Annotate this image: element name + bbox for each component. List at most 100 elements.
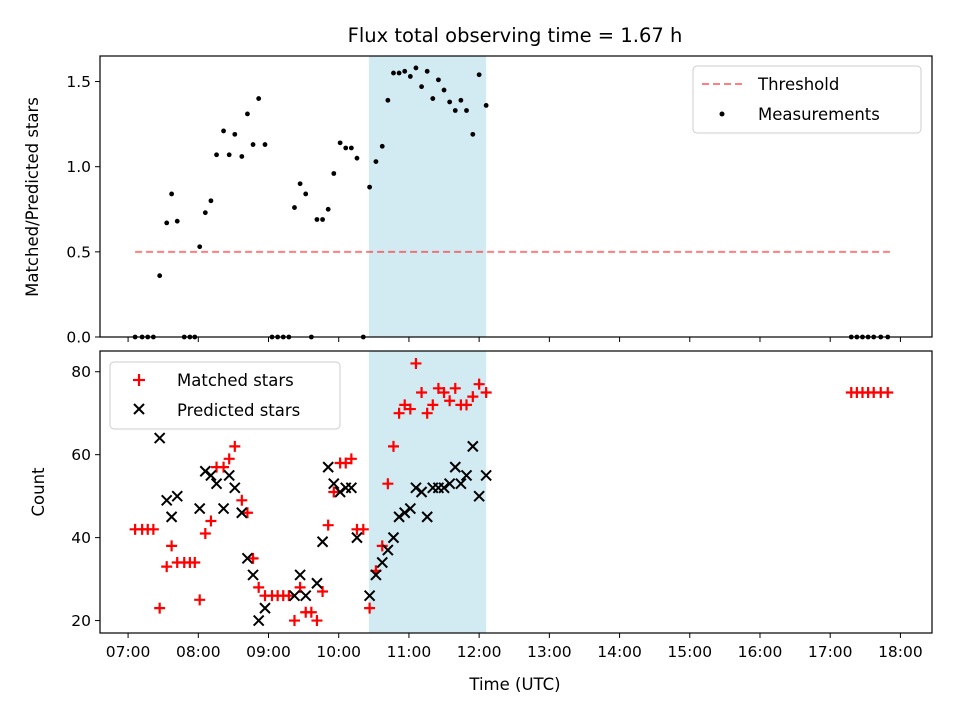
top-panel-ratio: 0.0 0.5 1.0 1.5 Matched/Predicted stars Thr… xyxy=(23,55,933,347)
predicted-stars-point xyxy=(399,507,411,519)
predicted-stars-point xyxy=(480,469,492,482)
predicted-stars-point xyxy=(171,490,183,502)
matched-stars-point xyxy=(345,453,357,465)
measurements-point xyxy=(320,217,325,222)
matched-stars-point xyxy=(147,523,159,535)
measurements-point xyxy=(396,70,402,76)
measurements-point xyxy=(379,143,385,149)
matched-stars-point xyxy=(166,540,178,552)
predicted-legend-marker xyxy=(133,403,145,415)
matched-stars-point xyxy=(161,561,173,573)
x-tick-label: 15:00 xyxy=(667,643,712,661)
measurements-point xyxy=(214,152,219,158)
x-tick-label: 07:00 xyxy=(106,643,151,661)
predicted-stars-point xyxy=(316,536,329,548)
measurements-point xyxy=(458,97,464,103)
matched-stars-point xyxy=(404,403,416,415)
x-tick-label: 13:00 xyxy=(527,643,572,661)
predicted-stars-point xyxy=(153,432,166,444)
predicted-stars-point xyxy=(421,511,433,523)
measurements-point xyxy=(367,184,373,190)
matched-stars-point xyxy=(357,523,369,535)
measurements-point xyxy=(202,210,208,216)
predicted-stars-point xyxy=(473,490,485,502)
matched-stars-point xyxy=(399,399,411,411)
measurements-point xyxy=(157,273,163,279)
predicted-stars-point xyxy=(449,461,461,473)
predicted-stars-point xyxy=(404,502,417,515)
measurements-point xyxy=(221,128,226,134)
x-tick-label: 11:00 xyxy=(387,643,432,661)
matched-stars-point xyxy=(253,581,265,593)
measurements-point xyxy=(402,68,408,74)
matched-stars-point xyxy=(393,407,405,419)
matched-stars-point xyxy=(427,399,439,411)
measurements-point xyxy=(232,131,238,137)
matched-stars-point xyxy=(317,586,329,598)
bottom-panel-ylabel: Count xyxy=(29,467,48,517)
measurements-point xyxy=(430,96,436,101)
predicted-stars-point xyxy=(334,486,346,498)
y-tick-label: 1.0 xyxy=(66,158,91,176)
bottom-legend-box xyxy=(109,361,341,430)
top-panel-ticks: 0.0 0.5 1.0 1.5 xyxy=(66,73,901,347)
measurements-point xyxy=(292,205,297,210)
measurements-point xyxy=(245,111,250,117)
measurements-point xyxy=(303,191,309,197)
predicted-stars-point xyxy=(160,494,173,507)
bottom-panel-frame xyxy=(99,350,933,634)
measurements-point xyxy=(436,77,441,83)
x-tick-label: 08:00 xyxy=(176,643,221,661)
matched-stars-point xyxy=(288,615,300,627)
measurements-point xyxy=(354,155,360,161)
matched-stars-point xyxy=(444,395,456,407)
predicted-stars-point xyxy=(193,502,206,515)
predicted-stars-point xyxy=(288,589,301,602)
measurements-point xyxy=(447,99,453,105)
bottom-panel-marks xyxy=(129,357,894,627)
x-tick-label: 14:00 xyxy=(597,643,642,661)
predicted-stars-point xyxy=(351,531,363,544)
predicted-stars-point xyxy=(210,477,223,490)
x-tick-label: 17:00 xyxy=(808,643,853,661)
measurements-point xyxy=(331,171,337,176)
matched-stars-point xyxy=(387,440,399,452)
predicted-stars-point xyxy=(438,482,450,494)
matched-stars-point xyxy=(154,602,166,614)
chart-title: Flux total observing time = 1.67 h xyxy=(348,24,683,47)
matched-stars-point xyxy=(194,594,206,606)
matched-stars-point xyxy=(305,606,317,618)
matched-stars-point xyxy=(223,453,235,465)
x-tick-label: 16:00 xyxy=(738,643,783,661)
predicted-stars-point xyxy=(223,469,235,482)
predicted-stars-point xyxy=(345,482,358,494)
measurements-point xyxy=(424,68,430,74)
y-tick-label: 20 xyxy=(71,612,91,630)
top-legend-box xyxy=(692,65,922,134)
matched-stars-point xyxy=(449,382,461,394)
matched-stars-point xyxy=(882,386,894,398)
measurements-point xyxy=(169,191,175,197)
predicted-stars-point xyxy=(241,552,254,565)
y-tick-label: 40 xyxy=(71,529,91,547)
predicted-stars-point xyxy=(410,482,422,494)
measurements-point xyxy=(373,159,379,164)
predicted-stars-point xyxy=(322,461,334,473)
predicted-stars-point xyxy=(455,477,467,490)
measurements-point xyxy=(337,140,343,146)
threshold-legend-label: Threshold xyxy=(757,75,839,94)
y-tick-label: 80 xyxy=(71,363,91,381)
predicted-stars-point xyxy=(460,469,473,482)
matched-stars-point xyxy=(311,615,323,627)
matched-stars-point xyxy=(218,461,230,473)
matched-stars-point xyxy=(364,602,376,614)
matched-stars-point xyxy=(473,378,485,390)
predicted-stars-point xyxy=(363,589,376,602)
x-tick-label: 18:00 xyxy=(878,643,923,661)
x-axis-label: Time (UTC) xyxy=(468,675,560,694)
matched-stars-point xyxy=(283,590,295,602)
predicted-stars-point xyxy=(376,556,388,569)
top-panel-legend: Threshold Measurements xyxy=(692,65,922,134)
predicted-stars-point xyxy=(393,511,405,523)
predicted-stars-point xyxy=(467,440,479,453)
